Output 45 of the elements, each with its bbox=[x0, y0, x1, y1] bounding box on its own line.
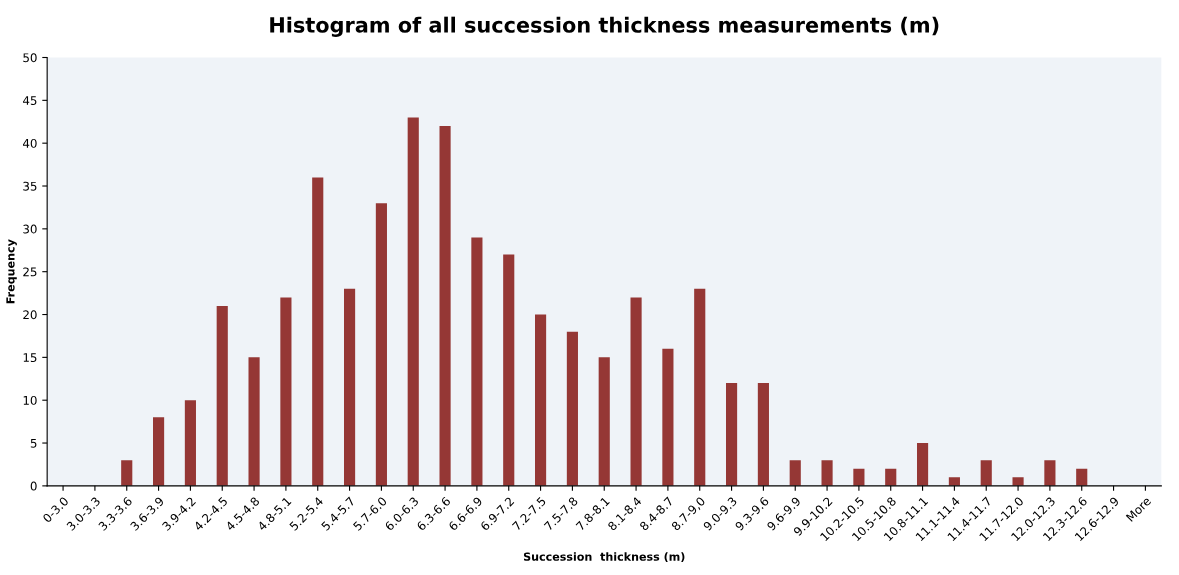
bar bbox=[948, 477, 960, 486]
bar bbox=[216, 305, 228, 486]
bar bbox=[980, 460, 992, 486]
y-tick-label: 45 bbox=[22, 96, 37, 105]
bar bbox=[821, 460, 833, 486]
y-tick-label: 20 bbox=[23, 310, 37, 320]
y-axis-title: Frequency bbox=[6, 239, 17, 304]
bar bbox=[630, 297, 642, 486]
x-axis-title: Succession thickness (m) bbox=[523, 552, 685, 563]
bar bbox=[344, 288, 356, 486]
bar bbox=[757, 383, 769, 486]
y-tick-label: 40 bbox=[22, 138, 37, 148]
bar bbox=[153, 417, 165, 486]
y-tick-label: 5 bbox=[30, 438, 37, 448]
y-tick-label: 25 bbox=[23, 267, 37, 277]
bar bbox=[184, 400, 196, 486]
bar bbox=[598, 357, 610, 486]
bar bbox=[248, 357, 260, 486]
bar bbox=[280, 297, 292, 486]
y-tick-label: 30 bbox=[23, 224, 37, 234]
y-tick-label: 50 bbox=[23, 53, 37, 63]
bar bbox=[503, 254, 515, 486]
y-tick-label: 0 bbox=[30, 481, 37, 491]
bar bbox=[726, 383, 738, 486]
bar bbox=[375, 203, 387, 486]
y-tick-label: 10 bbox=[23, 395, 37, 405]
bar bbox=[471, 237, 483, 486]
bar bbox=[694, 288, 706, 486]
bar bbox=[407, 117, 419, 486]
bar bbox=[1076, 468, 1088, 486]
bar bbox=[566, 331, 578, 486]
bar bbox=[1012, 477, 1024, 486]
bar bbox=[662, 348, 674, 486]
chart-title: Histogram of all succession thickness measurements (m) bbox=[270, 16, 939, 37]
bar bbox=[535, 314, 547, 486]
bar bbox=[439, 126, 451, 486]
y-tick-label: 35 bbox=[23, 181, 37, 191]
bar bbox=[885, 468, 897, 486]
bar bbox=[789, 460, 801, 486]
bar bbox=[853, 468, 865, 486]
y-tick-label: 15 bbox=[23, 353, 37, 363]
bar bbox=[312, 177, 324, 486]
bar bbox=[121, 460, 133, 486]
bar bbox=[917, 443, 929, 486]
bar bbox=[1044, 460, 1056, 486]
